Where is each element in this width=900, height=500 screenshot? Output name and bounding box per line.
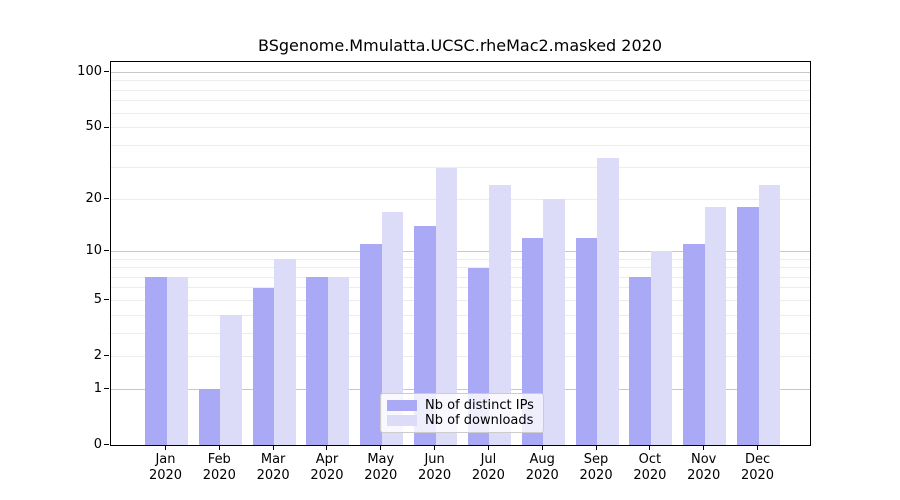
x-tick-mark	[703, 445, 705, 450]
bar-downloads-jan	[166, 277, 188, 445]
x-tick-label: Nov 2020	[687, 452, 721, 483]
x-tick-label: Jun 2020	[418, 452, 452, 483]
y-tick-label: 10	[85, 242, 102, 258]
bar-distinct-ips-feb	[198, 389, 221, 445]
bar-distinct-ips-apr	[306, 277, 328, 445]
y-tick-mark	[104, 444, 109, 445]
x-tick-label: Apr 2020	[310, 452, 344, 483]
y-gridline-major	[111, 388, 810, 390]
x-tick-mark	[218, 445, 220, 450]
bar-distinct-ips-jan	[145, 277, 167, 445]
y-gridline-major	[111, 71, 810, 73]
bar-distinct-ips-sep	[575, 237, 598, 445]
y-gridline-minor	[111, 198, 810, 200]
x-tick-label: Oct 2020	[633, 452, 667, 483]
bar-downloads-sep	[597, 158, 619, 445]
bar-downloads-apr	[327, 277, 350, 445]
y-tick-mark	[104, 299, 109, 301]
x-tick-mark	[541, 445, 543, 450]
legend-label-downloads: Nb of downloads	[425, 413, 534, 428]
y-tick-label: 100	[77, 63, 102, 79]
y-tick-mark	[104, 388, 109, 390]
y-gridline-minor	[111, 332, 810, 334]
y-gridline-minor	[111, 80, 810, 82]
legend-label-distinct-ips: Nb of distinct IPs	[425, 398, 534, 413]
legend-swatch-distinct-ips	[387, 400, 417, 411]
y-gridline-minor	[111, 144, 810, 146]
y-gridline-minor	[111, 258, 810, 260]
y-gridline-minor	[111, 100, 810, 102]
y-gridline-major	[111, 250, 810, 252]
bar-downloads-oct	[650, 251, 673, 445]
x-tick-label: Aug 2020	[525, 452, 559, 483]
y-tick-mark	[104, 198, 109, 200]
y-gridline-minor	[111, 355, 810, 357]
bar-downloads-mar	[274, 259, 296, 445]
bar-downloads-dec	[758, 185, 781, 445]
bar-downloads-feb	[220, 315, 242, 445]
y-tick-label: 1	[93, 380, 102, 396]
y-gridline-minor	[111, 167, 810, 169]
y-gridline-minor	[111, 276, 810, 278]
legend-row-downloads: Nb of downloads	[387, 413, 537, 428]
y-tick-label: 50	[85, 119, 102, 135]
y-gridline-minor	[111, 267, 810, 269]
y-gridline-minor	[111, 299, 810, 301]
y-gridline-minor	[111, 287, 810, 289]
legend-swatch-downloads	[387, 415, 417, 426]
x-tick-mark	[380, 445, 382, 450]
y-tick-label: 20	[85, 190, 102, 206]
bar-downloads-aug	[543, 199, 565, 445]
y-tick-label: 2	[93, 347, 102, 363]
y-tick-label: 0	[93, 436, 102, 452]
chart-title: BSgenome.Mmulatta.UCSC.rheMac2.masked 20…	[258, 36, 662, 55]
plot-area	[110, 61, 811, 446]
y-tick-label: 5	[93, 291, 102, 307]
bar-downloads-jul	[489, 185, 511, 445]
y-gridline-minor	[111, 127, 810, 129]
x-tick-label: Feb 2020	[202, 452, 236, 483]
bar-distinct-ips-dec	[737, 207, 759, 445]
y-gridline-minor	[111, 314, 810, 316]
y-tick-mark	[104, 126, 109, 128]
legend-row-distinct-ips: Nb of distinct IPs	[387, 398, 537, 413]
x-tick-label: May 2020	[364, 452, 398, 483]
bar-distinct-ips-mar	[252, 287, 275, 445]
x-tick-mark	[595, 445, 597, 450]
legend: Nb of distinct IPs Nb of downloads	[380, 393, 544, 433]
y-tick-mark	[104, 250, 109, 252]
x-tick-mark	[649, 445, 651, 450]
x-tick-mark	[434, 445, 436, 450]
bar-distinct-ips-jun	[414, 226, 436, 445]
y-tick-mark	[104, 71, 109, 73]
x-tick-mark	[757, 445, 759, 450]
x-tick-mark	[487, 445, 489, 450]
bar-downloads-nov	[704, 207, 727, 445]
x-tick-label: Mar 2020	[256, 452, 290, 483]
bar-downloads-may	[381, 211, 404, 445]
x-tick-label: Dec 2020	[740, 452, 775, 483]
x-tick-mark	[272, 445, 274, 450]
x-tick-label: Jul 2020	[471, 452, 505, 483]
bar-distinct-ips-nov	[683, 244, 705, 445]
y-gridline-minor	[111, 112, 810, 114]
x-tick-label: Sep 2020	[579, 452, 613, 483]
x-tick-mark	[165, 445, 166, 450]
bar-distinct-ips-may	[360, 244, 382, 445]
x-tick-mark	[326, 445, 328, 450]
bar-downloads-jun	[435, 167, 458, 445]
y-gridline-minor	[111, 89, 810, 91]
bar-distinct-ips-oct	[629, 277, 651, 445]
y-tick-mark	[104, 355, 109, 357]
x-tick-label: Jan 2020	[148, 452, 183, 483]
